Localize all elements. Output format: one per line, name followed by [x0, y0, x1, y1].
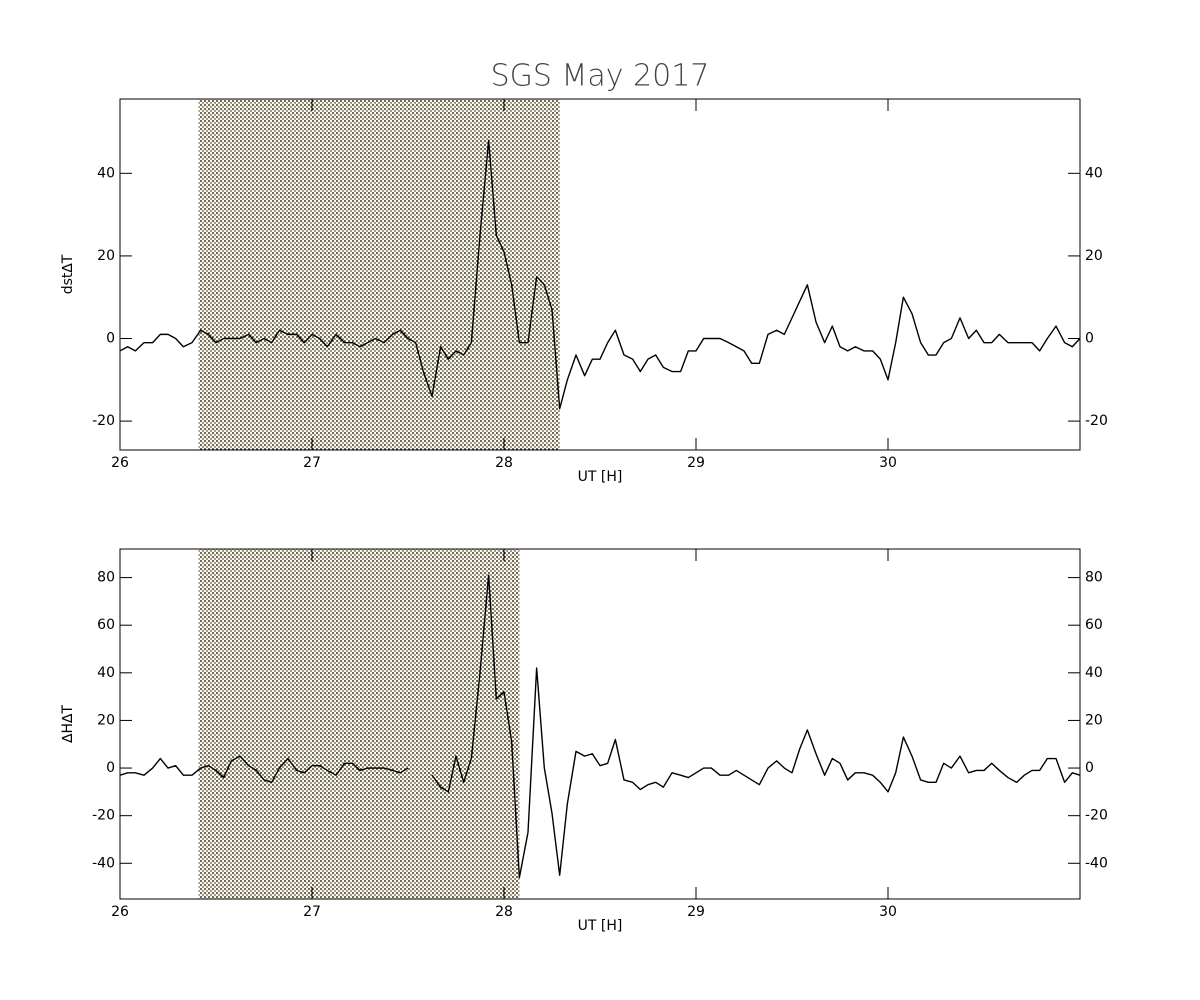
x-tick-label: 27 — [303, 455, 321, 471]
x-axis-label: UT [H] — [578, 918, 623, 934]
x-tick-label: 26 — [111, 455, 129, 471]
y-tick-label-right: 40 — [1085, 165, 1103, 181]
y-tick-label: 60 — [97, 617, 115, 633]
x-axis-label: UT [H] — [578, 469, 623, 485]
plot-frame — [119, 98, 1081, 451]
y-tick-label: 80 — [97, 570, 115, 586]
shaded-interval — [198, 99, 560, 450]
y-tick-label: -20 — [92, 808, 115, 824]
x-tick-label: 29 — [687, 455, 705, 471]
x-tick-label: 26 — [111, 904, 129, 920]
y-tick-label: 0 — [106, 760, 115, 776]
plot-frame — [119, 548, 1081, 900]
y-tick-label-right: -20 — [1085, 808, 1108, 824]
x-tick-label: 30 — [879, 455, 897, 471]
y-axis-label: ∆H∆T — [60, 705, 76, 744]
x-tick-label: 30 — [879, 904, 897, 920]
data-line — [119, 139, 1081, 410]
y-tick-label: 20 — [97, 712, 115, 728]
shaded-interval — [198, 549, 520, 899]
data-line — [119, 574, 1081, 879]
y-tick-label-right: 20 — [1085, 248, 1103, 264]
y-tick-label: 40 — [97, 665, 115, 681]
y-tick-label-right: 0 — [1085, 331, 1094, 347]
y-tick-label-right: 0 — [1085, 760, 1094, 776]
y-tick-label-right: 20 — [1085, 712, 1103, 728]
x-tick-label: 29 — [687, 904, 705, 920]
y-tick-label: -20 — [92, 413, 115, 429]
y-tick-label-right: -20 — [1085, 413, 1108, 429]
y-tick-label: -40 — [92, 855, 115, 871]
y-tick-label: 40 — [97, 165, 115, 181]
y-tick-label-right: 40 — [1085, 665, 1103, 681]
x-tick-label: 28 — [495, 904, 513, 920]
y-tick-label: 20 — [97, 248, 115, 264]
y-tick-label-right: 80 — [1085, 570, 1103, 586]
x-tick-label: 28 — [495, 455, 513, 471]
y-tick-label: 0 — [106, 331, 115, 347]
y-axis-label: dst∆T — [60, 254, 76, 294]
y-tick-label-right: -40 — [1085, 855, 1108, 871]
y-tick-label-right: 60 — [1085, 617, 1103, 633]
x-tick-label: 27 — [303, 904, 321, 920]
chart-title: SGS May 2017 — [491, 59, 710, 94]
